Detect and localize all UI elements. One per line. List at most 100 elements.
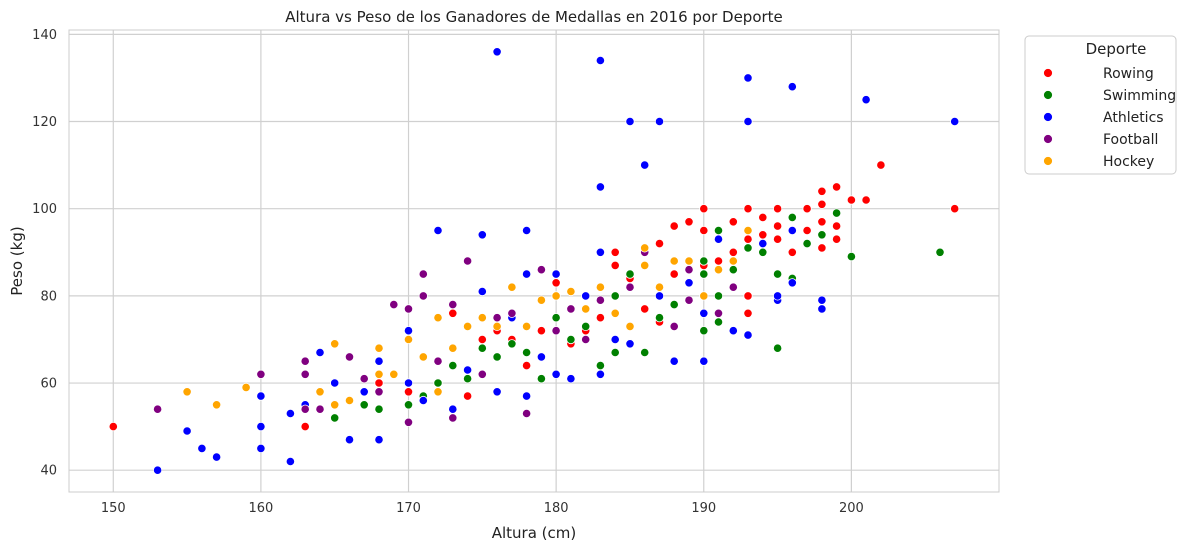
data-point [625, 269, 635, 279]
data-point [669, 356, 679, 366]
data-point [625, 116, 635, 127]
data-point [477, 334, 487, 345]
y-tick-label: 60 [40, 377, 57, 392]
data-points [108, 47, 960, 475]
data-point [492, 321, 502, 331]
y-tick-label: 140 [32, 28, 57, 43]
data-point [640, 243, 650, 253]
data-point [640, 260, 650, 270]
legend-box [1024, 35, 1177, 175]
data-point [743, 225, 753, 236]
x-tick-label: 200 [839, 501, 864, 516]
data-point [536, 374, 547, 384]
data-point [713, 308, 724, 318]
data-point [448, 343, 458, 353]
data-point [699, 308, 709, 318]
data-point [551, 313, 561, 323]
data-point [743, 330, 753, 340]
data-point [581, 321, 591, 331]
data-point [285, 456, 295, 467]
data-point [581, 334, 591, 345]
data-point [433, 356, 443, 366]
data-point [330, 339, 340, 349]
data-point [448, 308, 458, 318]
data-point [787, 212, 797, 222]
data-point [477, 230, 487, 240]
data-point [699, 356, 709, 366]
data-point [182, 387, 192, 397]
data-point [802, 225, 812, 236]
data-point [772, 204, 783, 214]
data-point [699, 204, 709, 214]
data-point [433, 225, 443, 236]
data-point [566, 334, 576, 345]
data-point [654, 116, 665, 127]
y-tick-label: 100 [32, 202, 57, 217]
data-point [713, 265, 724, 275]
data-point [595, 369, 606, 379]
data-point [684, 265, 694, 275]
data-point [581, 291, 591, 301]
data-point [713, 291, 724, 301]
data-point [197, 443, 207, 453]
data-point [256, 369, 266, 379]
data-point [315, 404, 325, 414]
data-point [625, 282, 635, 292]
data-point [595, 360, 606, 371]
data-point [654, 282, 665, 292]
data-point [521, 321, 532, 331]
data-point [477, 343, 487, 353]
data-point [713, 234, 724, 244]
y-tick-label: 80 [40, 289, 57, 304]
data-point [684, 217, 694, 227]
data-point [300, 404, 310, 414]
data-point [521, 391, 532, 401]
y-axis-ticks: 40 60 80 100 120 140 [32, 28, 57, 479]
data-point [477, 369, 487, 379]
data-point [359, 374, 369, 384]
data-point [448, 299, 458, 310]
data-point [610, 334, 620, 345]
data-point [344, 395, 355, 406]
data-point [581, 304, 591, 314]
data-point [521, 269, 532, 279]
data-point [861, 195, 871, 205]
data-point [595, 247, 606, 257]
data-point [374, 343, 384, 353]
data-point [772, 291, 783, 301]
data-point [389, 299, 399, 310]
data-point [462, 391, 473, 401]
data-point [817, 304, 827, 314]
data-point [595, 295, 606, 305]
legend: Deporte Rowing Swimming Athletics Football H… [1024, 35, 1177, 175]
data-point [521, 347, 532, 358]
data-point [433, 378, 443, 388]
data-point [507, 339, 517, 349]
data-point [743, 73, 753, 83]
data-point [492, 387, 502, 397]
data-point [669, 221, 679, 231]
data-point [507, 308, 517, 318]
data-point [831, 234, 842, 244]
data-point [477, 313, 487, 323]
data-point [950, 204, 960, 214]
legend-label: Rowing [1103, 66, 1154, 82]
data-point [817, 295, 827, 305]
data-point [551, 278, 561, 288]
data-point [315, 347, 325, 358]
x-tick-label: 160 [248, 501, 273, 516]
grid [69, 30, 999, 492]
data-point [418, 395, 428, 406]
data-point [758, 230, 768, 240]
legend-marker [1043, 112, 1053, 122]
data-point [462, 374, 473, 384]
data-point [817, 217, 827, 227]
data-point [743, 204, 753, 214]
data-point [817, 186, 827, 196]
data-point [418, 291, 428, 301]
plot-area-frame [68, 29, 1000, 493]
x-tick-label: 180 [544, 501, 569, 516]
legend-title: Deporte [1086, 40, 1147, 58]
data-point [610, 260, 620, 270]
data-point [285, 408, 295, 419]
